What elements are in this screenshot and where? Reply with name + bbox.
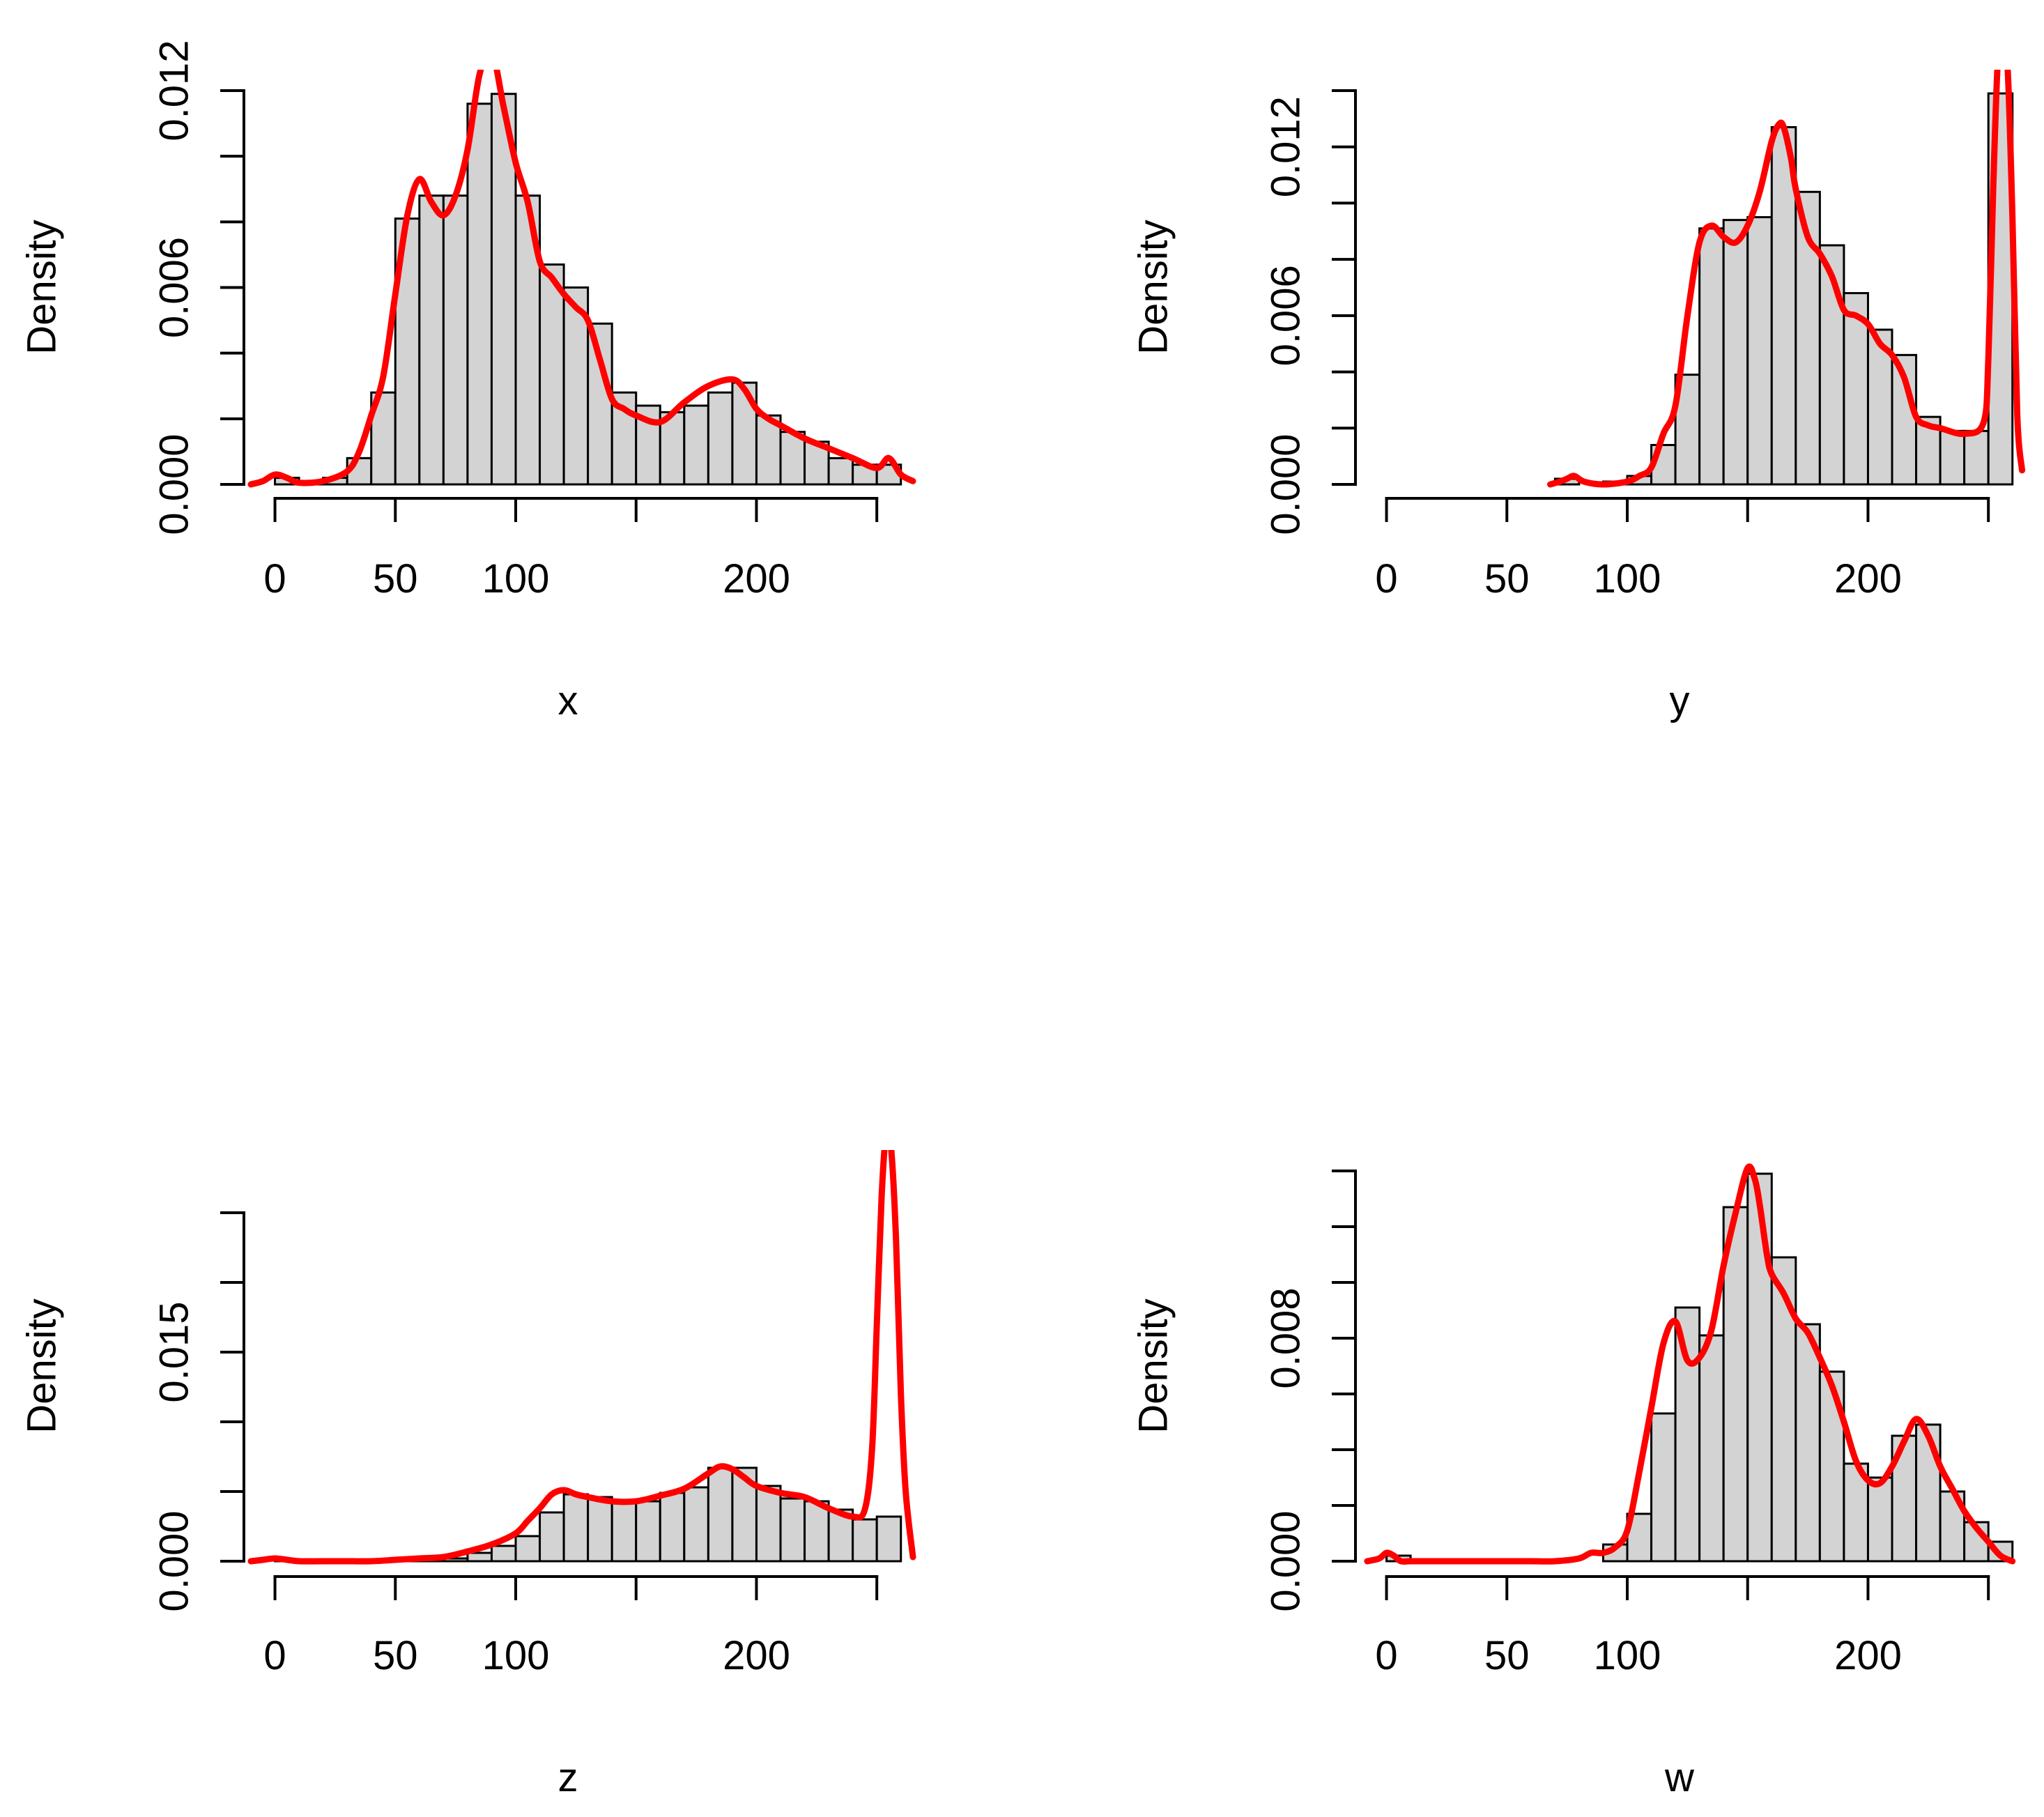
histogram-bar: [610, 1500, 638, 1563]
y-axis: 0.000 0.006 0.012 Density: [20, 40, 245, 535]
histogram-bar: [466, 102, 493, 486]
histogram-bar: [852, 1518, 878, 1563]
panel-3-z: 0.000 0.015 Density 0 50 100 200 z: [20, 1150, 916, 1800]
y-tick-label: 0.006: [1263, 265, 1309, 366]
histogram-bar: [804, 1500, 830, 1563]
y-axis: 0.000 0.015 Density: [20, 1211, 245, 1612]
histogram-bar: [466, 1551, 493, 1563]
x-axis-label: z: [558, 1755, 578, 1800]
y-tick-label: 0.000: [1263, 434, 1309, 535]
x-tick-label: 50: [1484, 1633, 1530, 1678]
density-curve: [1364, 1163, 2016, 1565]
histogram-bar: [683, 404, 709, 486]
histogram-bar: [442, 194, 469, 486]
x-axis-label: y: [1670, 678, 1690, 723]
histogram-bar: [1963, 429, 1990, 486]
histogram-bar: [1795, 1323, 1821, 1563]
histogram-bar: [490, 1544, 517, 1563]
y-tick-label: 0.012: [152, 40, 197, 141]
y-tick-label: 0.000: [152, 1510, 197, 1611]
x-tick-label: 0: [1375, 556, 1397, 601]
panel-1-x: 0.000 0.006 0.012 Density 0 50 100 200 x: [20, 40, 916, 723]
x-tick-label: 50: [1484, 556, 1530, 601]
histogram-bar: [587, 322, 613, 486]
histogram-bar: [539, 1511, 565, 1563]
histogram-bar: [1698, 1334, 1725, 1563]
x-axis: 0 50 100 200 z: [263, 1575, 879, 1800]
y-tick-label: 0.008: [1263, 1287, 1309, 1388]
x-axis: 0 50 100 200 w: [1375, 1575, 1990, 1800]
x-axis-label: w: [1664, 1755, 1695, 1800]
histogram-bar: [539, 263, 565, 486]
histogram-bar: [514, 1535, 541, 1563]
y-axis-label: Density: [1131, 220, 1176, 354]
histogram-bar: [707, 391, 734, 486]
histogram-bar: [1866, 1476, 1893, 1563]
histogram-bar: [1915, 1423, 1942, 1563]
y-axis-label: Density: [1131, 1298, 1176, 1433]
x-tick-label: 200: [723, 556, 790, 601]
y-axis-label: Density: [20, 220, 65, 354]
histogram-bar: [1698, 227, 1725, 486]
x-tick-label: 200: [1834, 556, 1902, 601]
x-tick-label: 100: [1594, 556, 1661, 601]
panel-2-y: 0.000 0.006 0.012 Density 0 50 100 200 y: [1131, 70, 2025, 723]
x-tick-label: 100: [482, 1633, 550, 1678]
histogram-bar: [707, 1466, 734, 1563]
histogram-bar: [755, 1485, 782, 1563]
y-axis: 0.000 0.006 0.012 Density: [1131, 89, 1357, 535]
histogram-bar: [875, 1515, 902, 1563]
histogram-bar: [827, 457, 854, 486]
histogram-bar: [635, 1500, 661, 1563]
y-tick-label: 0.000: [152, 434, 197, 535]
histogram-bar: [755, 414, 782, 486]
x-tick-label: 200: [1834, 1633, 1902, 1678]
x-tick-label: 200: [723, 1633, 790, 1678]
x-tick-label: 100: [1594, 1633, 1661, 1678]
x-axis-label: x: [558, 678, 578, 723]
x-tick-label: 50: [373, 1633, 418, 1678]
y-tick-label: 0.012: [1263, 96, 1309, 197]
histogram-bar: [1939, 429, 1966, 486]
panel-4-w: 0.000 0.008 Density 0 50 100 200 w: [1131, 1163, 2016, 1800]
histogram-bar: [779, 1497, 806, 1563]
x-tick-label: 0: [263, 1633, 286, 1678]
histogram-bar: [1843, 292, 1869, 486]
histogram-bar: [1650, 1412, 1677, 1563]
x-tick-label: 0: [263, 556, 286, 601]
density-curve: [247, 70, 916, 488]
histogram-bars: [1553, 92, 2014, 486]
histogram-bar: [587, 1496, 613, 1563]
histogram-bar: [1722, 1206, 1749, 1563]
y-axis-label: Density: [20, 1298, 65, 1433]
y-tick-label: 0.000: [1263, 1510, 1309, 1611]
x-axis: 0 50 100 200 x: [263, 497, 879, 723]
histogram-bar: [1746, 1172, 1773, 1563]
histogram-bar: [562, 1493, 590, 1563]
density-curve: [1547, 70, 2025, 488]
x-tick-label: 0: [1375, 1633, 1397, 1678]
x-tick-label: 50: [373, 556, 418, 601]
histogram-bar: [1722, 219, 1749, 486]
histogram-bar: [418, 194, 445, 486]
histogram-bar: [1674, 1306, 1701, 1563]
histogram-bar: [827, 1508, 854, 1563]
x-axis: 0 50 100 200 y: [1375, 497, 1990, 723]
histogram-bar: [683, 1486, 709, 1563]
y-axis: 0.000 0.008 Density: [1131, 1170, 1357, 1612]
histogram-bar: [1746, 216, 1773, 486]
x-tick-label: 100: [482, 556, 550, 601]
density-curve: [247, 1150, 916, 1565]
y-tick-label: 0.015: [152, 1301, 197, 1402]
histogram-bars: [274, 1466, 902, 1563]
y-tick-label: 0.006: [152, 237, 197, 338]
histogram-bar: [659, 1492, 686, 1563]
histogram-bars: [1385, 1172, 2014, 1563]
histogram-bar: [1818, 1370, 1845, 1563]
histogram-bar: [1770, 1256, 1797, 1563]
